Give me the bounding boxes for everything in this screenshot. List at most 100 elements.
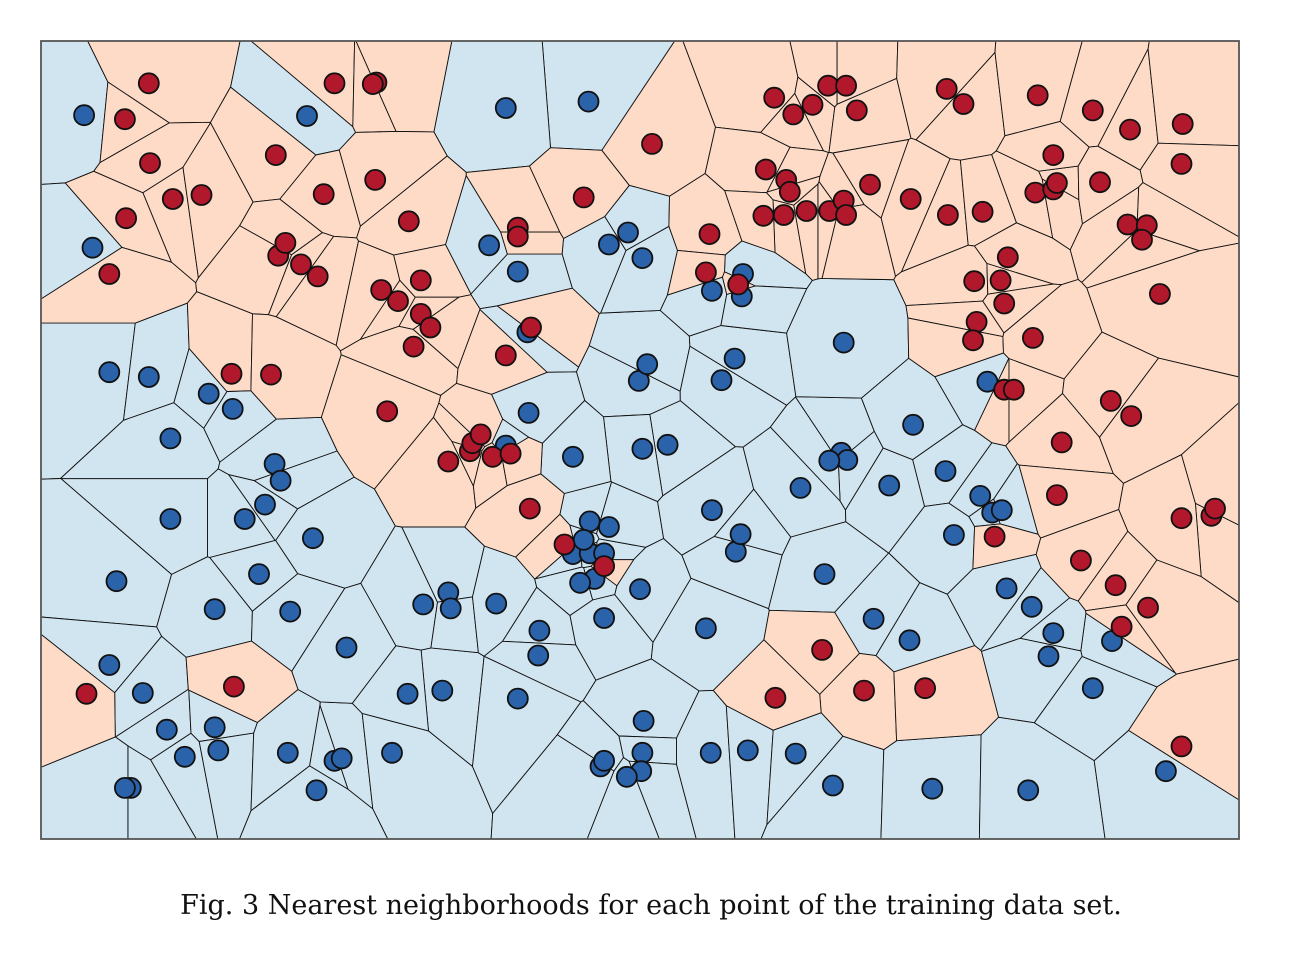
data-point-blue [710, 369, 733, 392]
data-point-red [220, 362, 243, 385]
voronoi-cell-blue [433, 41, 551, 173]
data-point-blue [577, 90, 600, 113]
data-point-blue [105, 570, 128, 593]
data-point-red [835, 74, 857, 97]
data-point-red [494, 344, 517, 367]
data-point-red [1170, 152, 1193, 175]
data-point-red [139, 152, 161, 175]
data-point-blue [279, 600, 302, 623]
voronoi-cell-red [1147, 41, 1239, 147]
data-point-blue [995, 577, 1018, 600]
data-point-red [1002, 378, 1025, 401]
data-point-red [752, 204, 775, 227]
data-point-red [387, 290, 409, 313]
data-point-blue [330, 747, 353, 770]
data-point-blue [396, 682, 419, 705]
data-point-red [963, 270, 986, 293]
data-point-blue [1037, 645, 1060, 668]
data-point-red [264, 144, 287, 167]
data-point-red [290, 253, 312, 276]
data-point-blue [248, 563, 270, 585]
voronoi-cell-red [893, 645, 1000, 742]
data-point-blue [276, 741, 299, 764]
data-point-red [764, 686, 787, 709]
data-point-red [274, 231, 297, 254]
data-point-red [114, 108, 136, 131]
voronoi-cell-red [1127, 658, 1239, 801]
data-point-blue [137, 366, 160, 388]
data-point-red [1099, 389, 1122, 412]
data-point-blue [506, 687, 529, 710]
data-point-blue [969, 484, 992, 507]
data-point-blue [701, 499, 723, 522]
data-point-blue [305, 779, 328, 802]
data-point-blue [832, 331, 855, 354]
data-point-red [811, 639, 833, 661]
data-point-blue [1081, 677, 1104, 700]
data-point-blue [485, 592, 508, 615]
voronoi-cell-red [515, 513, 576, 580]
voronoi-cell-blue [769, 396, 841, 503]
data-point-blue [636, 353, 659, 376]
data-point-red [962, 329, 984, 352]
data-point-red [1070, 549, 1092, 572]
data-point-blue [335, 636, 358, 659]
data-point-blue [878, 474, 901, 497]
data-point-red [1024, 181, 1047, 204]
data-point-red [260, 363, 282, 386]
figure-caption: Fig. 3 Nearest neighborhoods for each po… [180, 890, 1122, 921]
data-point-red [993, 292, 1016, 315]
data-point-blue [723, 347, 746, 370]
data-point-red [419, 316, 442, 339]
voronoi-cell-red [1002, 278, 1103, 380]
data-point-red [518, 497, 541, 520]
data-point-red [937, 204, 959, 226]
data-point-red [989, 269, 1012, 292]
data-point-red [1081, 99, 1104, 122]
data-point-blue [822, 774, 844, 797]
data-point-red [952, 93, 975, 115]
data-point-blue [898, 629, 921, 652]
data-point-red [983, 525, 1006, 548]
data-point-blue [439, 597, 462, 620]
data-point-blue [98, 361, 121, 384]
data-point-red [853, 679, 875, 702]
data-point-blue [862, 607, 885, 630]
data-point-blue [431, 679, 454, 702]
data-point-blue [173, 745, 196, 768]
data-point-red [402, 335, 425, 358]
data-point-blue [631, 437, 654, 460]
data-point-blue [617, 221, 639, 244]
data-point-red [1137, 596, 1159, 619]
plot-frame [40, 40, 1240, 840]
data-point-blue [578, 510, 601, 533]
data-point-blue [494, 97, 517, 119]
data-point-red [817, 74, 839, 97]
data-point-red [306, 265, 329, 288]
data-point-blue [1155, 760, 1177, 783]
data-point-red [370, 279, 393, 301]
data-point-blue [990, 499, 1013, 522]
data-point-red [506, 225, 529, 248]
data-point-red [845, 99, 868, 122]
data-point-blue [632, 710, 655, 732]
data-point-blue [81, 236, 104, 259]
data-point-blue [598, 233, 620, 256]
data-point-blue [629, 578, 651, 601]
data-point-blue [593, 749, 615, 772]
data-point-red [782, 103, 805, 126]
data-point-red [75, 682, 98, 705]
data-point-blue [517, 401, 540, 424]
data-point-blue [233, 508, 256, 530]
data-point-blue [934, 460, 957, 483]
data-point-blue [921, 777, 944, 800]
data-point-red [115, 207, 137, 230]
data-point-red [1120, 405, 1143, 428]
data-point-blue [159, 508, 182, 530]
data-point-red [763, 86, 786, 109]
data-point-blue [155, 718, 178, 741]
data-point-red [1046, 484, 1068, 507]
data-point-blue [254, 493, 276, 516]
data-point-red [835, 204, 857, 226]
